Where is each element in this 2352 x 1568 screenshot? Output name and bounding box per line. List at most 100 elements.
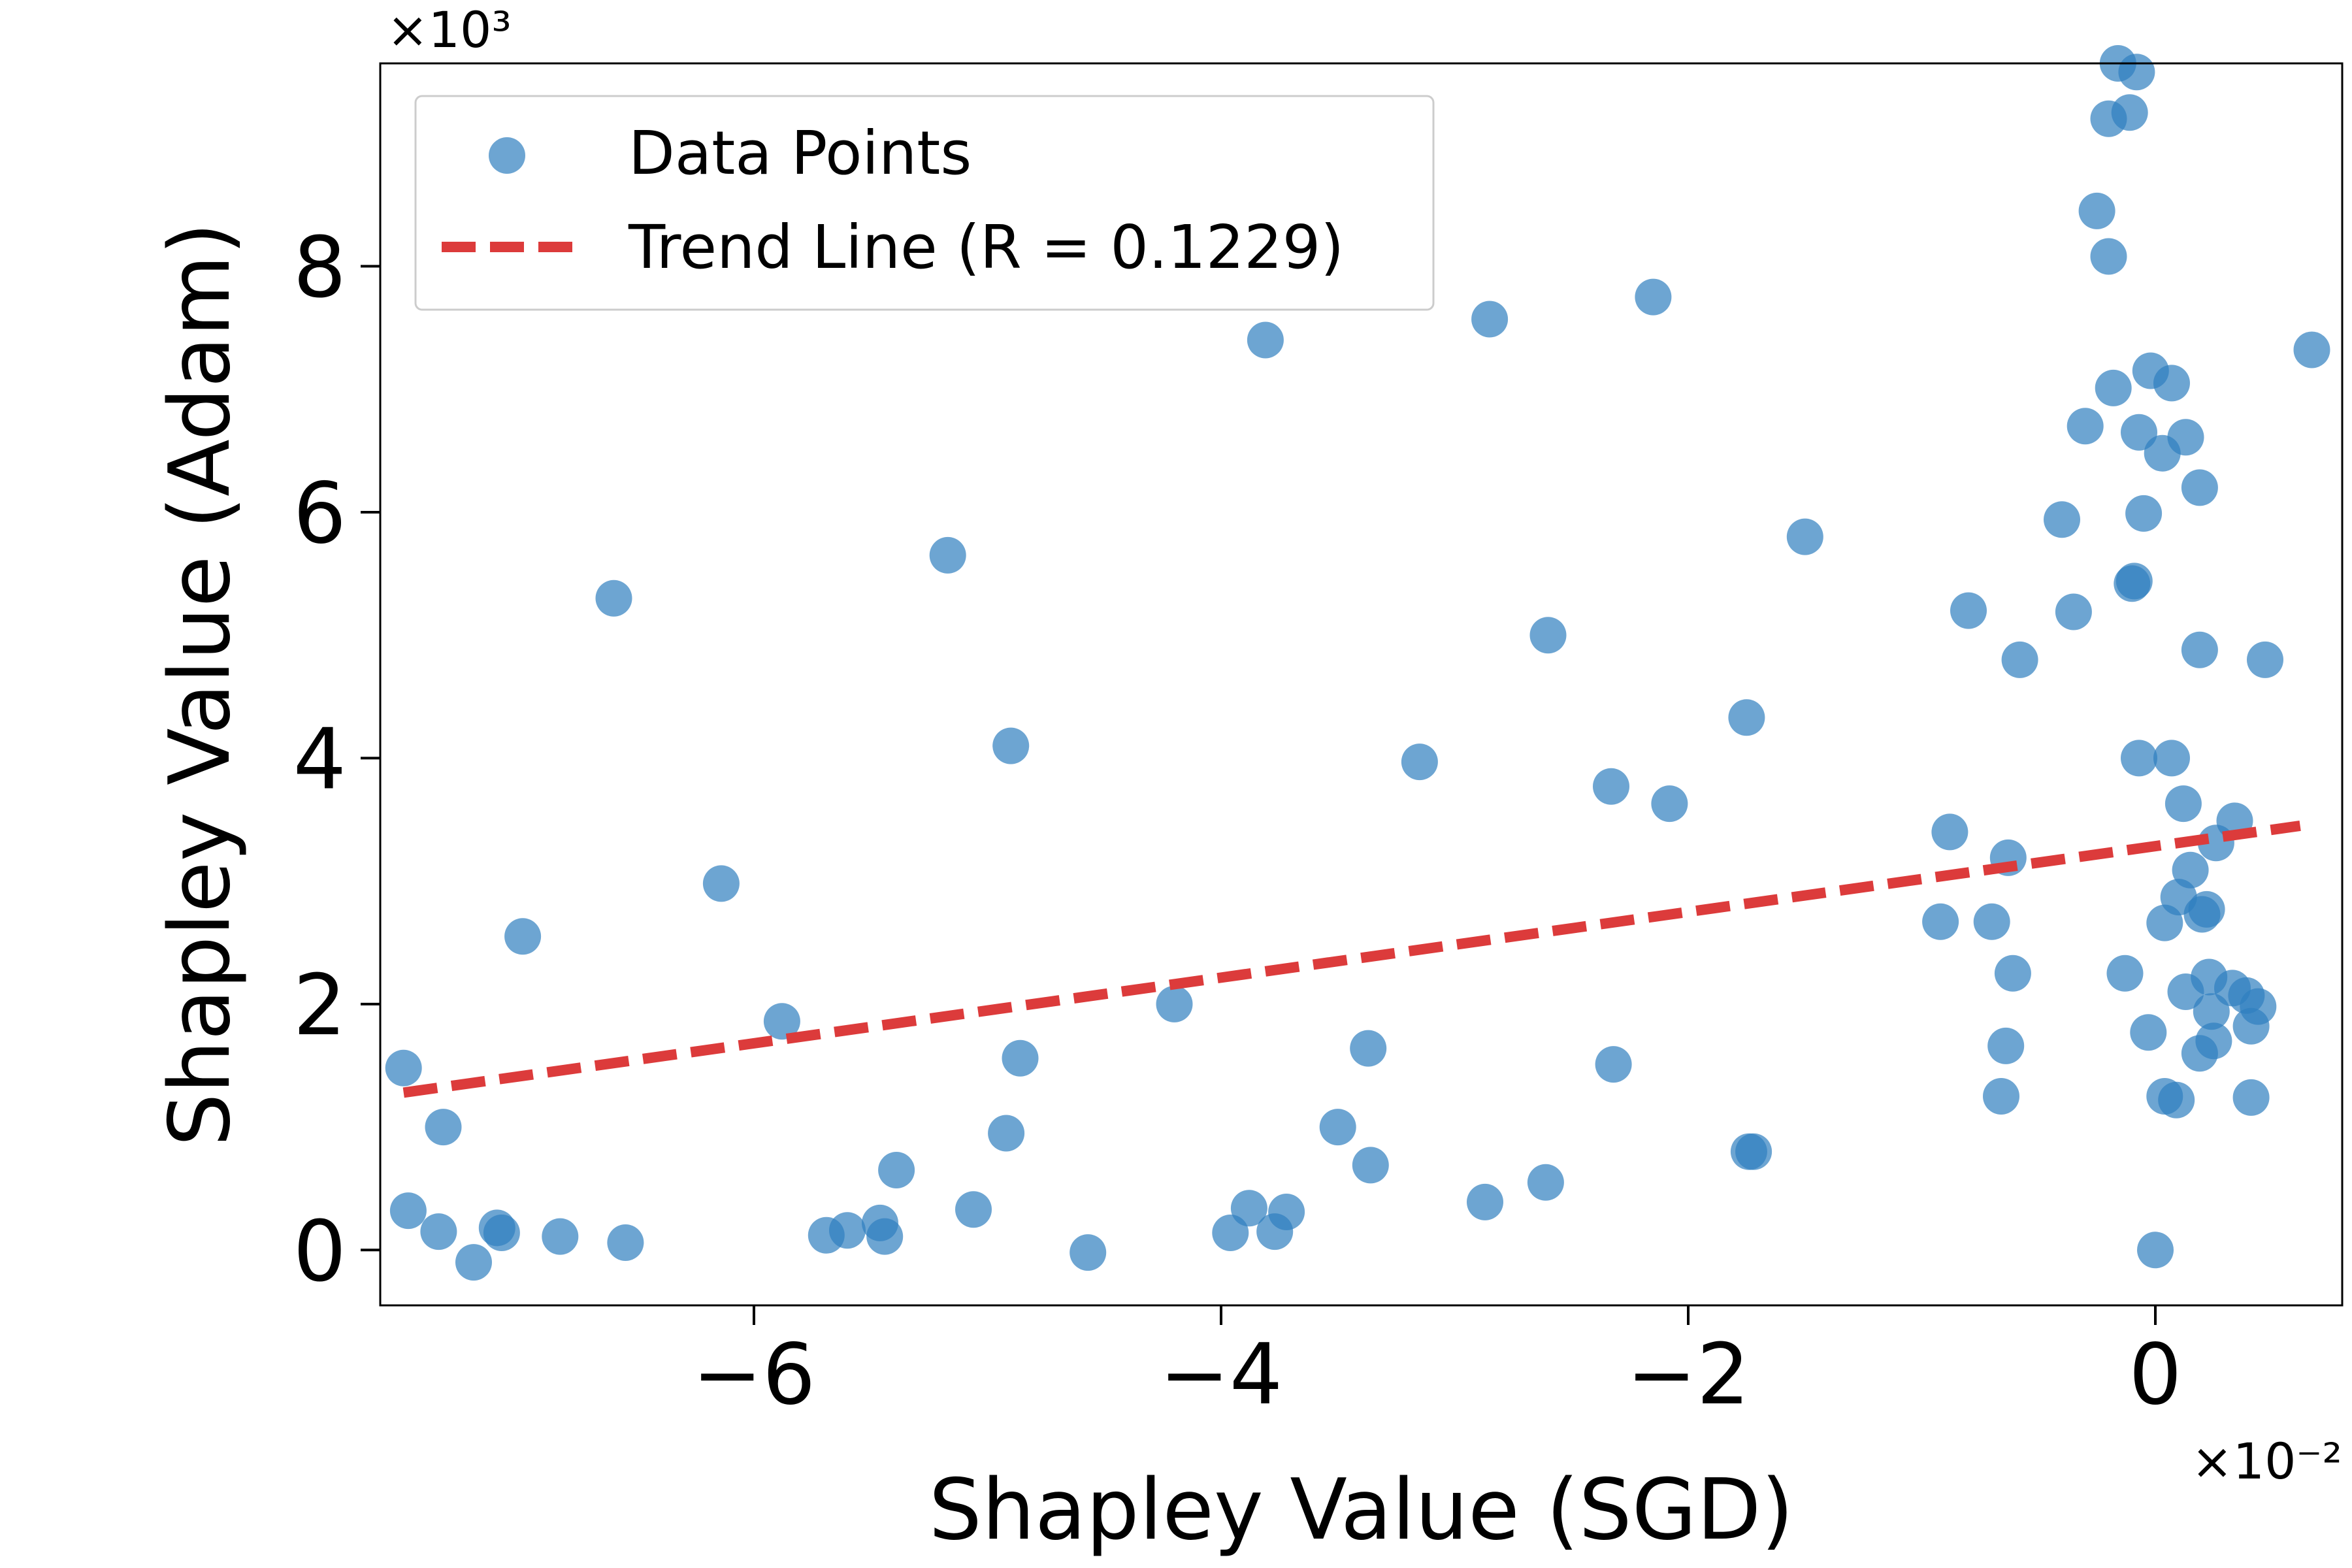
data-point	[2195, 1022, 2232, 1060]
x-axis-label: Shapley Value (SGD)	[929, 1462, 1794, 1559]
data-point	[1002, 1039, 1039, 1077]
data-point	[829, 1212, 866, 1249]
data-point	[425, 1109, 462, 1146]
data-point	[2001, 641, 2038, 678]
x-tick-label: 0	[2129, 1326, 2181, 1424]
data-point	[1529, 617, 1567, 654]
data-point	[1983, 1078, 2019, 1115]
y-axis-label: Shapley Value (Adam)	[152, 222, 249, 1147]
y-tick-label: 4	[293, 711, 346, 808]
data-point	[1352, 1147, 1389, 1184]
data-point	[1595, 1046, 1632, 1083]
data-point	[2118, 54, 2155, 91]
data-point	[2111, 94, 2148, 131]
data-point	[1268, 1194, 1305, 1230]
data-point	[1651, 785, 1688, 823]
data-point	[2181, 631, 2218, 668]
data-point	[2172, 851, 2209, 889]
data-point	[2193, 993, 2230, 1030]
data-point	[2090, 238, 2127, 275]
data-point	[1471, 301, 1509, 338]
trend-line	[402, 821, 2301, 1098]
data-point	[1527, 1164, 1564, 1201]
data-point	[2153, 365, 2190, 402]
data-point	[2125, 495, 2163, 532]
y-tick-label: 2	[293, 957, 346, 1054]
data-point	[1401, 743, 1438, 781]
data-point	[2095, 369, 2132, 406]
data-point	[1230, 1190, 1267, 1227]
plot-area-frame	[379, 62, 2344, 1307]
data-point	[1350, 1030, 1387, 1067]
data-point	[2240, 988, 2277, 1025]
data-point	[1994, 955, 2031, 992]
data-point	[1735, 1133, 1772, 1170]
data-point	[878, 1152, 915, 1188]
legend-label-trend-line: Trend Line (R = 0.1229)	[628, 212, 1344, 282]
data-point	[1987, 1027, 2025, 1064]
data-points	[385, 45, 2330, 1281]
data-point	[2232, 1079, 2270, 1116]
data-point	[2121, 740, 2157, 777]
data-point	[929, 536, 966, 574]
data-point	[420, 1213, 457, 1250]
data-point	[504, 918, 542, 955]
x-axis-ticks: −6 −4 −2 0	[693, 1305, 2182, 1424]
data-point	[542, 1218, 579, 1255]
data-point	[1156, 985, 1193, 1022]
data-point	[1922, 903, 1959, 940]
data-point	[1635, 278, 1672, 316]
data-point	[483, 1215, 520, 1251]
y-axis-multiplier: ×10³	[387, 1, 512, 59]
data-point	[988, 1115, 1025, 1152]
data-point	[2153, 740, 2190, 777]
data-point	[595, 580, 632, 617]
data-point	[2044, 501, 2080, 538]
data-point	[1247, 321, 1284, 359]
data-point	[2066, 408, 2104, 445]
data-point	[866, 1218, 904, 1255]
data-point	[2055, 593, 2092, 630]
data-point	[992, 727, 1030, 764]
y-axis-ticks: 0 2 4 6 8	[293, 220, 380, 1300]
data-point	[1467, 1183, 1503, 1220]
data-point	[2078, 192, 2115, 229]
data-point	[1070, 1234, 1107, 1271]
data-point	[2188, 890, 2225, 928]
data-point	[2106, 955, 2144, 992]
y-tick-label: 6	[293, 465, 346, 563]
data-point	[2181, 469, 2218, 506]
legend-label-data-points: Data Points	[629, 118, 972, 188]
data-point	[2293, 331, 2330, 368]
data-point	[955, 1191, 992, 1228]
legend-marker-data-points	[489, 137, 525, 174]
data-point	[455, 1244, 492, 1281]
data-point	[1931, 813, 1968, 851]
data-point	[1593, 768, 1629, 805]
data-point	[1319, 1109, 1356, 1146]
y-tick-label: 0	[293, 1203, 346, 1300]
data-point	[385, 1049, 422, 1086]
data-point	[702, 865, 740, 902]
data-point	[2158, 1081, 2195, 1119]
data-point	[2137, 1232, 2174, 1269]
legend-box	[414, 95, 1435, 311]
data-point	[763, 1003, 800, 1040]
data-point	[389, 1192, 427, 1230]
data-point	[2164, 785, 2202, 823]
data-point	[2167, 419, 2204, 456]
data-point	[2121, 414, 2157, 451]
x-tick-label: −2	[1627, 1326, 1750, 1424]
x-axis-multiplier: ×10⁻²	[2191, 1432, 2342, 1490]
data-point	[2115, 563, 2153, 600]
data-point	[1728, 699, 1765, 736]
data-point	[607, 1224, 644, 1261]
data-point	[1973, 903, 2010, 940]
y-tick-label: 8	[293, 220, 346, 317]
data-point	[2247, 641, 2283, 678]
data-point	[1950, 592, 1987, 629]
x-tick-label: −6	[693, 1326, 816, 1424]
data-point	[2130, 1014, 2167, 1051]
legend: Data Points Trend Line (R = 0.1229)	[414, 95, 1435, 311]
